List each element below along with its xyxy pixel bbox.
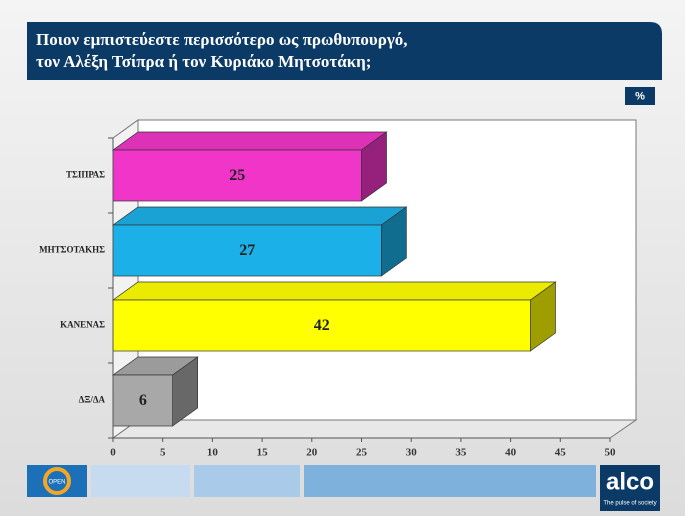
value-label: 25 (229, 167, 245, 184)
footer-block (91, 465, 190, 497)
unit-badge (625, 87, 655, 105)
title-box (27, 22, 662, 80)
x-tick-label: 45 (555, 447, 567, 459)
x-tick-label: 15 (257, 447, 269, 459)
x-tick-label: 50 (605, 447, 617, 459)
plot: 0 5 10 15 20 25 30 35 40 45 50 ΤΣΙΠΡΑΣ 25 ΜΗΤΣΟΤΑΚΗΣ 2… (39, 131, 617, 459)
footer-block (304, 465, 596, 497)
value-label: 42 (314, 317, 330, 334)
chart-title: τον Αλέξη Τσίπρα ή τον Κυριάκο Μητσοτάκη… (36, 52, 371, 71)
x-tick-label: 0 (110, 447, 116, 459)
x-tick-label: 25 (356, 447, 368, 459)
value-label: 6 (139, 392, 147, 409)
x-tick-label: 30 (406, 447, 418, 459)
tagline: The pulse of society (603, 501, 656, 507)
x-tick-label: 35 (455, 447, 467, 459)
bar-top (111, 206, 408, 226)
y-tick-label: ΚΑΝΕΝΑΣ (60, 320, 105, 330)
logo-ring (43, 467, 71, 495)
bar-top (111, 281, 557, 301)
bar (112, 224, 382, 277)
x-tick-label: 10 (207, 447, 219, 459)
bar-top (111, 131, 388, 151)
floor (111, 419, 638, 439)
x-tick-label: 40 (505, 447, 517, 459)
right-logo: alco (606, 468, 654, 495)
y-tick-label: ΤΣΙΠΡΑΣ (66, 170, 105, 180)
unit-label: % (635, 90, 645, 102)
y-tick-label: ΔΞ/ΔΑ (79, 395, 106, 405)
right-logo-box (600, 465, 660, 511)
y-tick-label: ΜΗΤΣΟΤΑΚΗΣ (39, 245, 105, 255)
value-label: 27 (239, 242, 255, 259)
x-tick-label: 20 (306, 447, 318, 459)
bar (112, 149, 362, 202)
bar (112, 299, 531, 352)
footer-block (194, 465, 300, 497)
chart-title: Ποιον εμπιστεύεστε περισσότερο ως πρωθυπ… (36, 30, 408, 49)
x-tick-label: 5 (160, 447, 166, 459)
left-logo: OPEN (48, 480, 65, 486)
